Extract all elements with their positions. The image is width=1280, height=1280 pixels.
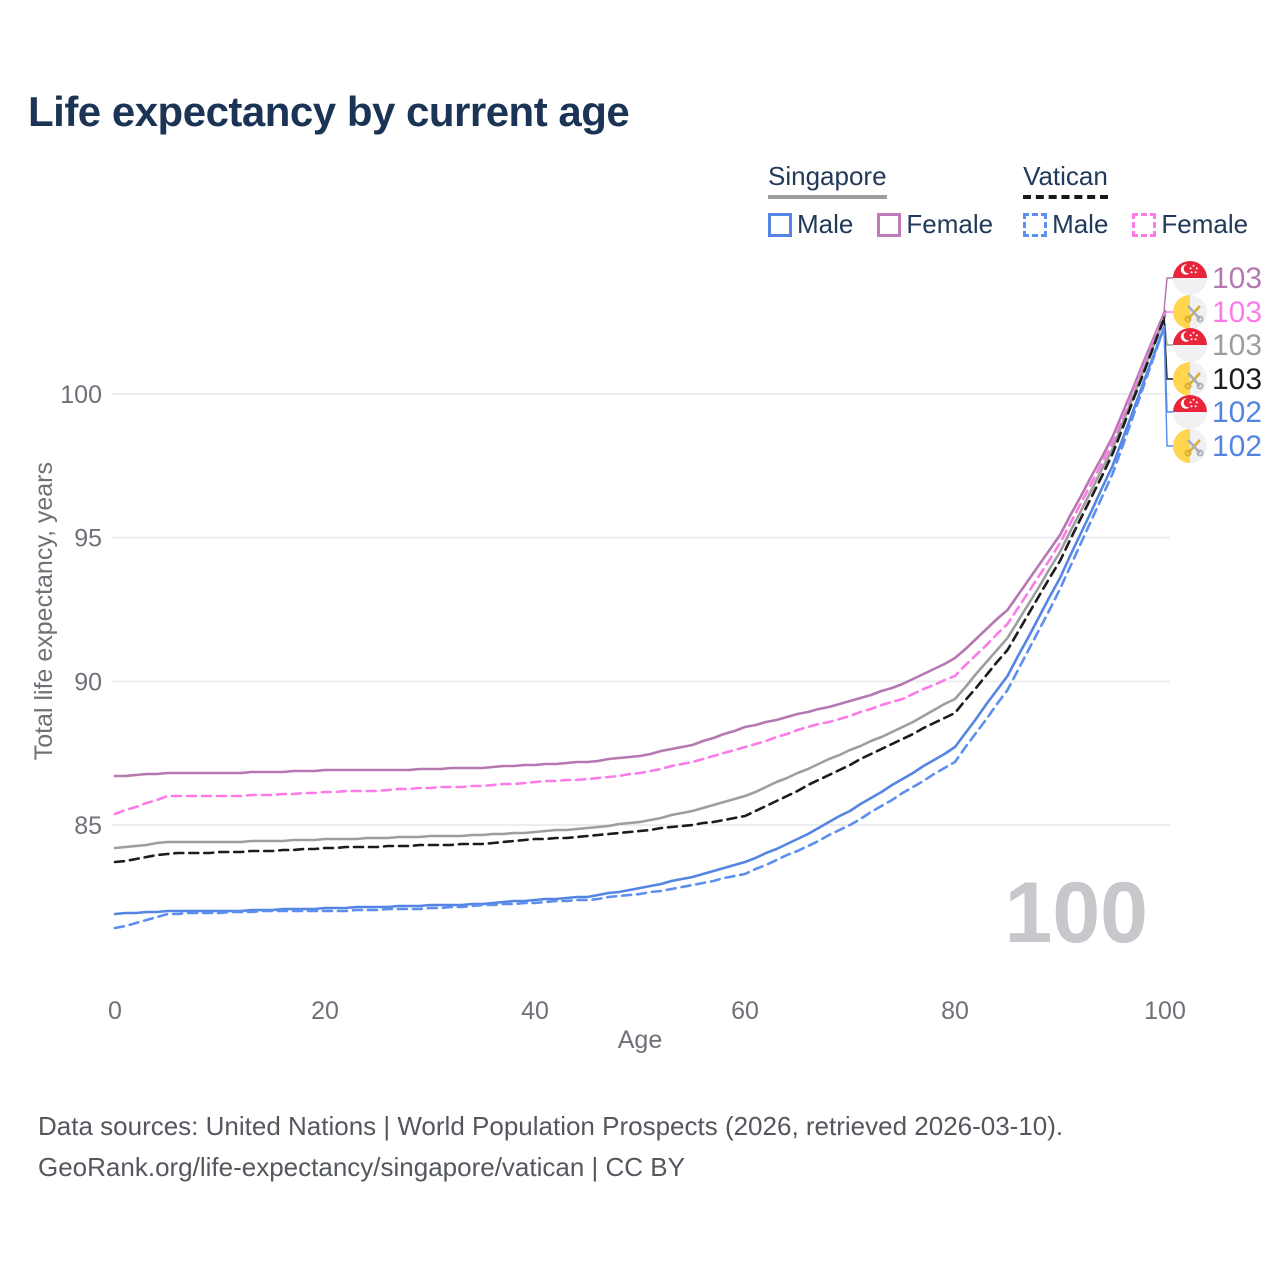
x-tick-label: 20: [311, 997, 339, 1025]
series-line-singapore[interactable]: [113, 314, 1167, 850]
y-tick-label: 100: [60, 381, 102, 409]
legend-item-vatican-male[interactable]: Male: [1023, 209, 1108, 240]
legend-item-singapore-male[interactable]: Male: [768, 209, 853, 240]
y-tick-label: 85: [74, 812, 102, 840]
footer: Data sources: United Nations | World Pop…: [38, 1106, 1063, 1188]
vatican-male-swatch-icon: [1023, 212, 1048, 237]
y-tick-label: 90: [74, 668, 102, 696]
end-value-label-singapore: 103: [1212, 329, 1262, 362]
end-value-label-singapore-female: 103: [1212, 262, 1262, 295]
legend-item-label: Female: [1161, 209, 1249, 239]
x-tick-label: 40: [521, 997, 549, 1025]
legend-item-singapore-female[interactable]: Female: [877, 209, 993, 240]
age-watermark: 100: [1005, 865, 1149, 961]
legend-title-vatican: Vatican: [1023, 161, 1108, 199]
x-tick-label: 80: [941, 997, 969, 1025]
series-line-vatican-male[interactable]: [113, 323, 1167, 930]
legend-group-singapore: Singapore Male Female: [768, 161, 993, 240]
vatican-flag-icon: [1173, 362, 1207, 396]
series-line-vatican-female[interactable]: [113, 312, 1167, 816]
y-tick-label: 95: [74, 525, 102, 553]
end-value-label-singapore-male: 102: [1212, 396, 1262, 429]
page-title: Life expectancy by current age: [28, 88, 630, 135]
x-axis-title: Age: [617, 1026, 663, 1054]
leader-line: [1163, 311, 1174, 315]
vatican-female-swatch-icon: [1132, 212, 1157, 237]
footer-sources: Data sources: United Nations | World Pop…: [38, 1111, 1064, 1141]
x-tick-label: 100: [1144, 997, 1186, 1025]
series-line-vatican[interactable]: [113, 314, 1167, 864]
legend-item-label: Male: [797, 209, 854, 239]
leader-line: [1163, 277, 1174, 311]
singapore-flag-icon: [1173, 328, 1207, 362]
legend-title-singapore: Singapore: [768, 161, 887, 199]
vatican-flag-icon: [1173, 295, 1207, 329]
footer-link: GeoRank.org/life-expectancy/singapore/va…: [38, 1152, 685, 1182]
end-value-label-vatican-male: 102: [1212, 430, 1262, 463]
end-value-label-vatican: 103: [1212, 363, 1262, 396]
legend-item-label: Female: [906, 209, 994, 239]
end-value-label-vatican-female: 103: [1212, 296, 1262, 329]
legend-item-label: Male: [1052, 209, 1109, 239]
x-tick-label: 0: [108, 997, 122, 1025]
series-line-singapore-male[interactable]: [113, 323, 1167, 916]
legend-item-vatican-female[interactable]: Female: [1132, 209, 1248, 240]
singapore-flag-icon: [1173, 395, 1207, 429]
singapore-female-swatch-icon: [877, 212, 902, 237]
singapore-male-swatch-icon: [768, 212, 792, 237]
x-tick-label: 60: [731, 997, 759, 1025]
series-line-singapore-female[interactable]: [113, 309, 1167, 778]
vatican-flag-icon: [1173, 429, 1207, 463]
legend: Singapore Male Female Vatican Male: [768, 161, 1248, 240]
singapore-flag-icon: [1173, 261, 1207, 295]
leader-line: [1163, 324, 1174, 447]
legend-group-vatican: Vatican Male Female: [1023, 161, 1248, 240]
